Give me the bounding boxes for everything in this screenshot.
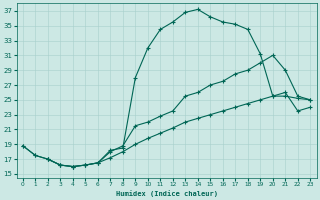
X-axis label: Humidex (Indice chaleur): Humidex (Indice chaleur) <box>116 190 218 197</box>
